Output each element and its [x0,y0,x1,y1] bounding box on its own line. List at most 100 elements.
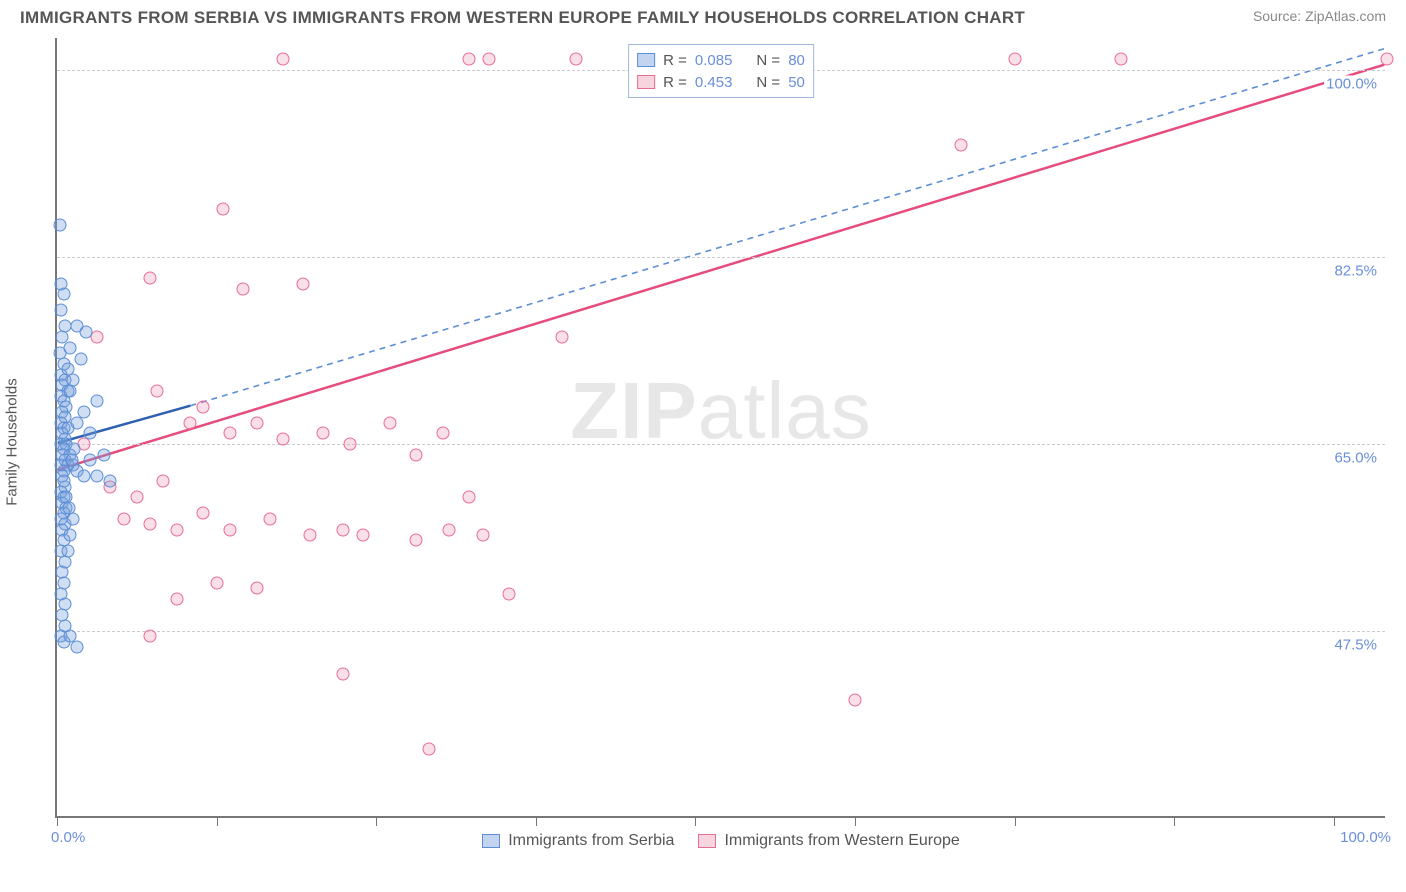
point-serbia [77,405,90,418]
point-western-europe [503,587,516,600]
n-label: N = [756,74,780,91]
point-western-europe [955,138,968,151]
source-link[interactable]: ZipAtlas.com [1305,8,1386,24]
point-western-europe [303,528,316,541]
point-serbia [77,470,90,483]
point-serbia [97,448,110,461]
point-western-europe [144,518,157,531]
point-western-europe [436,427,449,440]
n-value-pink: 50 [788,74,805,91]
point-serbia [70,320,83,333]
point-western-europe [423,742,436,755]
trend-line-solid [58,65,1385,470]
x-tick [1334,816,1335,826]
point-western-europe [336,523,349,536]
x-tick [695,816,696,826]
source-prefix: Source: [1253,8,1305,24]
point-western-europe [130,491,143,504]
point-western-europe [223,427,236,440]
point-serbia [90,470,103,483]
point-serbia [61,363,74,376]
x-tick [536,816,537,826]
point-western-europe [184,416,197,429]
swatch-blue-icon [637,53,655,67]
plot-area: ZIPatlas R = 0.085 N = 80 R = 0.453 N = … [55,38,1385,818]
point-western-europe [250,582,263,595]
stats-row-pink: R = 0.453 N = 50 [637,71,805,93]
point-western-europe [410,534,423,547]
point-serbia [84,427,97,440]
point-serbia [62,502,75,515]
y-tick-label: 65.0% [1332,450,1379,467]
y-axis-title: Family Households [4,378,21,506]
point-serbia [61,544,74,557]
point-western-europe [197,400,210,413]
stats-row-blue: R = 0.085 N = 80 [637,49,805,71]
point-serbia [74,352,87,365]
y-gridline [57,444,1385,445]
y-tick-label: 82.5% [1332,263,1379,280]
point-western-europe [317,427,330,440]
x-tick [855,816,856,826]
point-western-europe [197,507,210,520]
r-value-pink: 0.453 [695,74,733,91]
trend-line-dashed [190,49,1384,406]
point-serbia [54,304,67,317]
point-western-europe [443,523,456,536]
chart-title: IMMIGRANTS FROM SERBIA VS IMMIGRANTS FRO… [20,8,1025,28]
y-tick-label: 100.0% [1324,76,1379,93]
x-tick [376,816,377,826]
r-value-blue: 0.085 [695,52,733,69]
y-gridline [57,257,1385,258]
legend-label-weur: Immigrants from Western Europe [724,832,959,850]
swatch-pink-icon [637,75,655,89]
point-western-europe [463,491,476,504]
n-value-blue: 80 [788,52,805,69]
point-serbia [68,443,81,456]
point-western-europe [150,384,163,397]
swatch-blue-icon [482,834,500,848]
legend-item-weur: Immigrants from Western Europe [698,832,959,850]
point-western-europe [277,432,290,445]
point-serbia [58,619,71,632]
point-western-europe [556,331,569,344]
point-western-europe [483,53,496,66]
legend-label-serbia: Immigrants from Serbia [508,832,674,850]
x-tick [217,816,218,826]
x-tick [1015,816,1016,826]
point-western-europe [463,53,476,66]
point-serbia [64,341,77,354]
point-serbia [57,475,70,488]
point-western-europe [476,528,489,541]
point-western-europe [277,53,290,66]
x-min-label: 0.0% [51,829,85,846]
r-label: R = [663,52,687,69]
point-western-europe [297,277,310,290]
stats-legend: R = 0.085 N = 80 R = 0.453 N = 50 [628,44,814,98]
x-tick [57,816,58,826]
point-western-europe [1008,53,1021,66]
source-label: Source: ZipAtlas.com [1253,8,1386,24]
point-serbia [53,218,66,231]
point-serbia [90,395,103,408]
point-western-europe [144,630,157,643]
point-western-europe [117,512,130,525]
chart-area: Family Households ZIPatlas R = 0.085 N =… [0,32,1406,852]
n-label: N = [756,52,780,69]
point-western-europe [263,512,276,525]
point-western-europe [157,475,170,488]
point-serbia [104,475,117,488]
header: IMMIGRANTS FROM SERBIA VS IMMIGRANTS FRO… [0,0,1406,32]
point-western-europe [1115,53,1128,66]
point-western-europe [170,592,183,605]
point-western-europe [217,202,230,215]
point-serbia [70,641,83,654]
point-western-europe [223,523,236,536]
point-western-europe [569,53,582,66]
point-western-europe [336,667,349,680]
point-western-europe [1381,53,1394,66]
point-western-europe [170,523,183,536]
point-serbia [84,454,97,467]
swatch-pink-icon [698,834,716,848]
legend-item-serbia: Immigrants from Serbia [482,832,674,850]
